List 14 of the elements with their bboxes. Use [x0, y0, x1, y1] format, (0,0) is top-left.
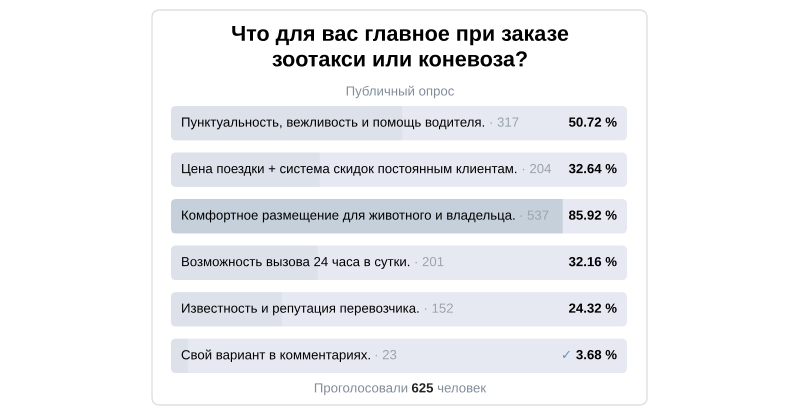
data-label: 50.72 % — [568, 117, 617, 127]
data-label: 32.64 % — [568, 164, 617, 174]
y-tick-label: Возможность вызова 24 часа в сутки. · 201 — [182, 256, 444, 269]
y-tick-label: Свой вариант в комментариях. · 23 — [182, 350, 396, 362]
data-label: 24.32 % — [569, 303, 617, 313]
chart-title: Что для вас главное при заказе зоотакси или коневоза? — [232, 26, 568, 67]
data-label: ✓ 3.68 % — [562, 350, 617, 360]
y-tick-label: Известность и репутация перевозчика. · 152 — [182, 303, 453, 316]
y-tick-label: Цена поездки + система скидок постоянным клиентам. · 204 — [182, 164, 552, 176]
text: Проголосовали 625 человек — [314, 383, 486, 396]
y-tick-label: Пунктуальность, вежливость и помощь водителя. · 317 — [182, 117, 518, 130]
data-label: 32.16 % — [568, 256, 617, 266]
data-label: 85.92 % — [569, 210, 617, 220]
chart-subtitle: Публичный опрос — [346, 86, 454, 98]
